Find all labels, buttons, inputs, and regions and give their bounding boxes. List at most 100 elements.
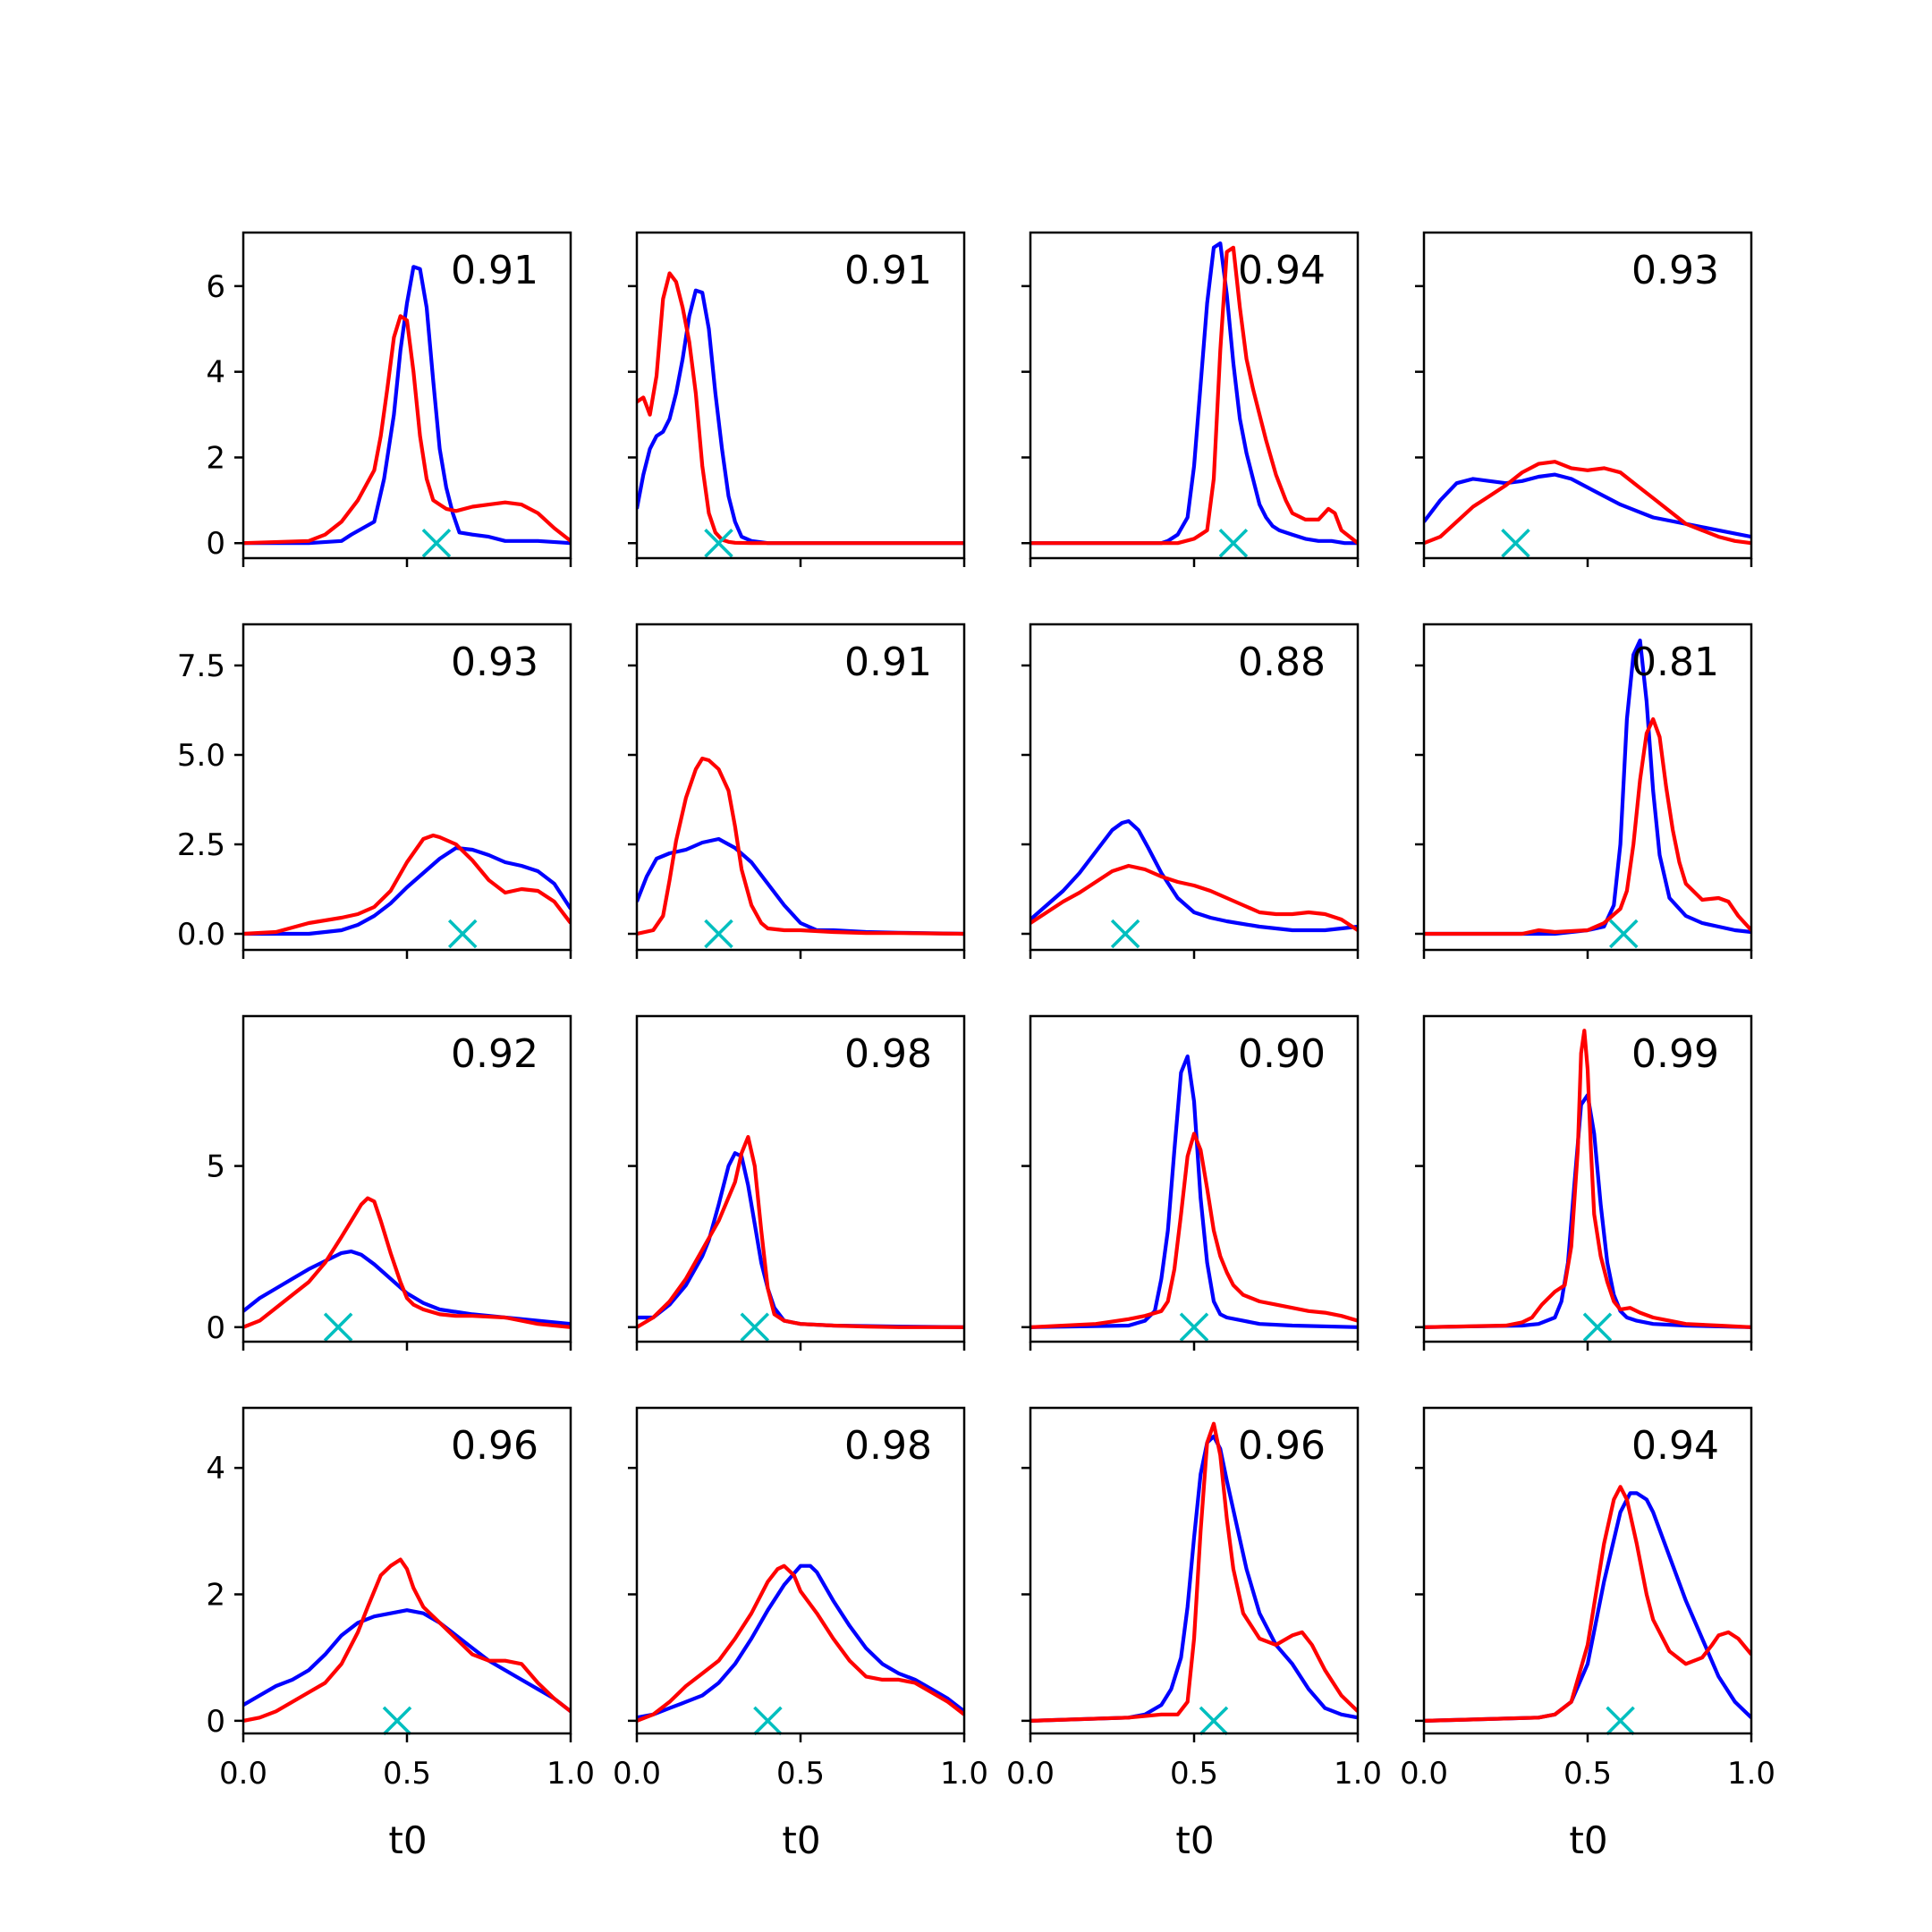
- panel-score-label: 0.98: [844, 1031, 932, 1077]
- panel-r2-c2: 0.90: [1021, 1014, 1360, 1351]
- panel-score-label: 0.92: [451, 1031, 538, 1077]
- panel-score-label: 0.91: [844, 640, 932, 685]
- panel-score-label: 0.81: [1631, 640, 1719, 685]
- red-series-line: [243, 314, 571, 546]
- red-series-line: [637, 756, 964, 936]
- blue-series-line: [637, 1563, 964, 1720]
- x-tick-label: 0.0: [219, 1756, 267, 1792]
- y-tick-label: 0.0: [177, 917, 225, 953]
- x-tick-label: 0.0: [1006, 1756, 1055, 1792]
- x-tick-label: 0.0: [1400, 1756, 1448, 1792]
- red-series-line: [1030, 245, 1358, 546]
- panel-score-label: 0.96: [451, 1423, 538, 1469]
- panel-r2-c1: 0.98: [628, 1014, 966, 1351]
- x-marker: [1606, 1706, 1635, 1736]
- panel-r0-c3: 0.93: [1415, 231, 1753, 567]
- panel-r2-c3: 0.99: [1415, 1014, 1753, 1351]
- x-marker: [740, 1312, 770, 1343]
- panel-score-label: 0.94: [1631, 1423, 1719, 1469]
- red-series-line: [1424, 1485, 1751, 1723]
- x-marker: [1179, 1312, 1209, 1343]
- x-marker: [1110, 919, 1140, 949]
- panel-r1-c0: 0.0 2.5 5.0 7.5 0.93: [177, 623, 572, 959]
- panel-score-label: 0.96: [1238, 1423, 1326, 1469]
- x-marker: [704, 919, 733, 949]
- red-series-line: [243, 833, 571, 936]
- x-tick-label: 0.5: [776, 1756, 825, 1792]
- red-series-line: [1030, 1421, 1358, 1723]
- y-tick-label: 4: [206, 355, 225, 391]
- x-tick-label: 1.0: [547, 1756, 595, 1792]
- x-tick-label: 0.5: [1563, 1756, 1612, 1792]
- red-series-line: [243, 1196, 571, 1329]
- red-series-line: [1030, 1131, 1358, 1329]
- x-marker: [382, 1706, 412, 1736]
- x-axis-label-col-1: t0: [782, 1818, 820, 1862]
- panel-r0-c0: 0 2 4 6 0.91: [206, 231, 572, 567]
- red-series-line: [1030, 863, 1358, 932]
- panel-r1-c2: 0.88: [1021, 623, 1360, 959]
- x-tick-label: 1.0: [1334, 1756, 1382, 1792]
- red-series-line: [637, 271, 964, 546]
- panel-score-label: 0.91: [451, 248, 538, 293]
- panel-r2-c0: 050.92: [206, 1014, 572, 1351]
- panel-r3-c0: 0 2 4 0.0 0.5 1.0 0.96: [206, 1406, 595, 1792]
- blue-series-line: [1030, 818, 1358, 933]
- red-series-line: [1424, 716, 1751, 936]
- x-tick-label: 0.5: [1170, 1756, 1218, 1792]
- x-tick-label: 1.0: [940, 1756, 988, 1792]
- y-tick-label: 2: [206, 1578, 225, 1614]
- y-tick-label: 0: [206, 526, 225, 562]
- panel-score-label: 0.99: [1631, 1031, 1719, 1077]
- x-marker: [1218, 528, 1249, 558]
- x-axis-label-col-2: t0: [1175, 1818, 1214, 1862]
- x-marker: [1582, 1312, 1613, 1343]
- x-tick-label: 0.0: [613, 1756, 661, 1792]
- x-marker: [1608, 919, 1639, 949]
- x-marker: [447, 919, 478, 949]
- y-tick-label: 7.5: [177, 648, 225, 684]
- panel-r1-c3: 0.81: [1415, 623, 1753, 959]
- panel-score-label: 0.98: [844, 1423, 932, 1469]
- x-marker: [421, 528, 452, 558]
- blue-series-line: [1030, 241, 1358, 546]
- y-tick-label: 2.5: [177, 827, 225, 863]
- x-axis-label-col-0: t0: [388, 1818, 427, 1862]
- panel-score-label: 0.91: [844, 248, 932, 293]
- red-series-line: [243, 1557, 571, 1723]
- red-series-line: [1424, 460, 1751, 546]
- x-axis-label-col-3: t0: [1569, 1818, 1607, 1862]
- panel-score-label: 0.90: [1238, 1031, 1326, 1077]
- x-tick-label: 1.0: [1727, 1756, 1775, 1792]
- x-marker: [323, 1312, 353, 1343]
- panel-r0-c1: 0.91: [628, 231, 966, 567]
- panel-score-label: 0.94: [1238, 248, 1326, 293]
- blue-series-line: [243, 1608, 571, 1713]
- y-tick-label: 6: [206, 269, 225, 305]
- panel-score-label: 0.93: [451, 640, 538, 685]
- panel-r0-c2: 0.94: [1021, 231, 1360, 567]
- y-tick-label: 5.0: [177, 738, 225, 774]
- panel-score-label: 0.93: [1631, 248, 1719, 293]
- x-marker: [1501, 528, 1530, 558]
- y-tick-label: 4: [206, 1451, 225, 1487]
- x-axis-labels: t0 t0 t0 t0: [388, 1818, 1607, 1862]
- panel-score-label: 0.88: [1238, 640, 1326, 685]
- y-tick-label: 0: [206, 1310, 225, 1346]
- panel-r3-c1: 0.0 0.5 1.0 0.98: [613, 1406, 988, 1792]
- small-multiples-grid: 0 2 4 6 0.91 0.91 0.94 0.93 0.0 2.5 5.0 7.5 0.93 0.91…: [177, 231, 1775, 1792]
- blue-series-line: [1424, 1093, 1751, 1329]
- red-series-line: [637, 1135, 964, 1329]
- red-series-line: [1424, 1029, 1751, 1329]
- blue-series-line: [243, 845, 571, 936]
- panel-r1-c1: 0.91: [628, 623, 966, 959]
- x-marker: [704, 528, 733, 558]
- blue-series-line: [1424, 472, 1751, 539]
- x-marker: [753, 1706, 783, 1736]
- red-series-line: [637, 1563, 964, 1723]
- panel-r3-c3: 0.0 0.5 1.0 0.94: [1400, 1406, 1775, 1792]
- x-tick-label: 0.5: [383, 1756, 431, 1792]
- x-marker: [1199, 1706, 1229, 1736]
